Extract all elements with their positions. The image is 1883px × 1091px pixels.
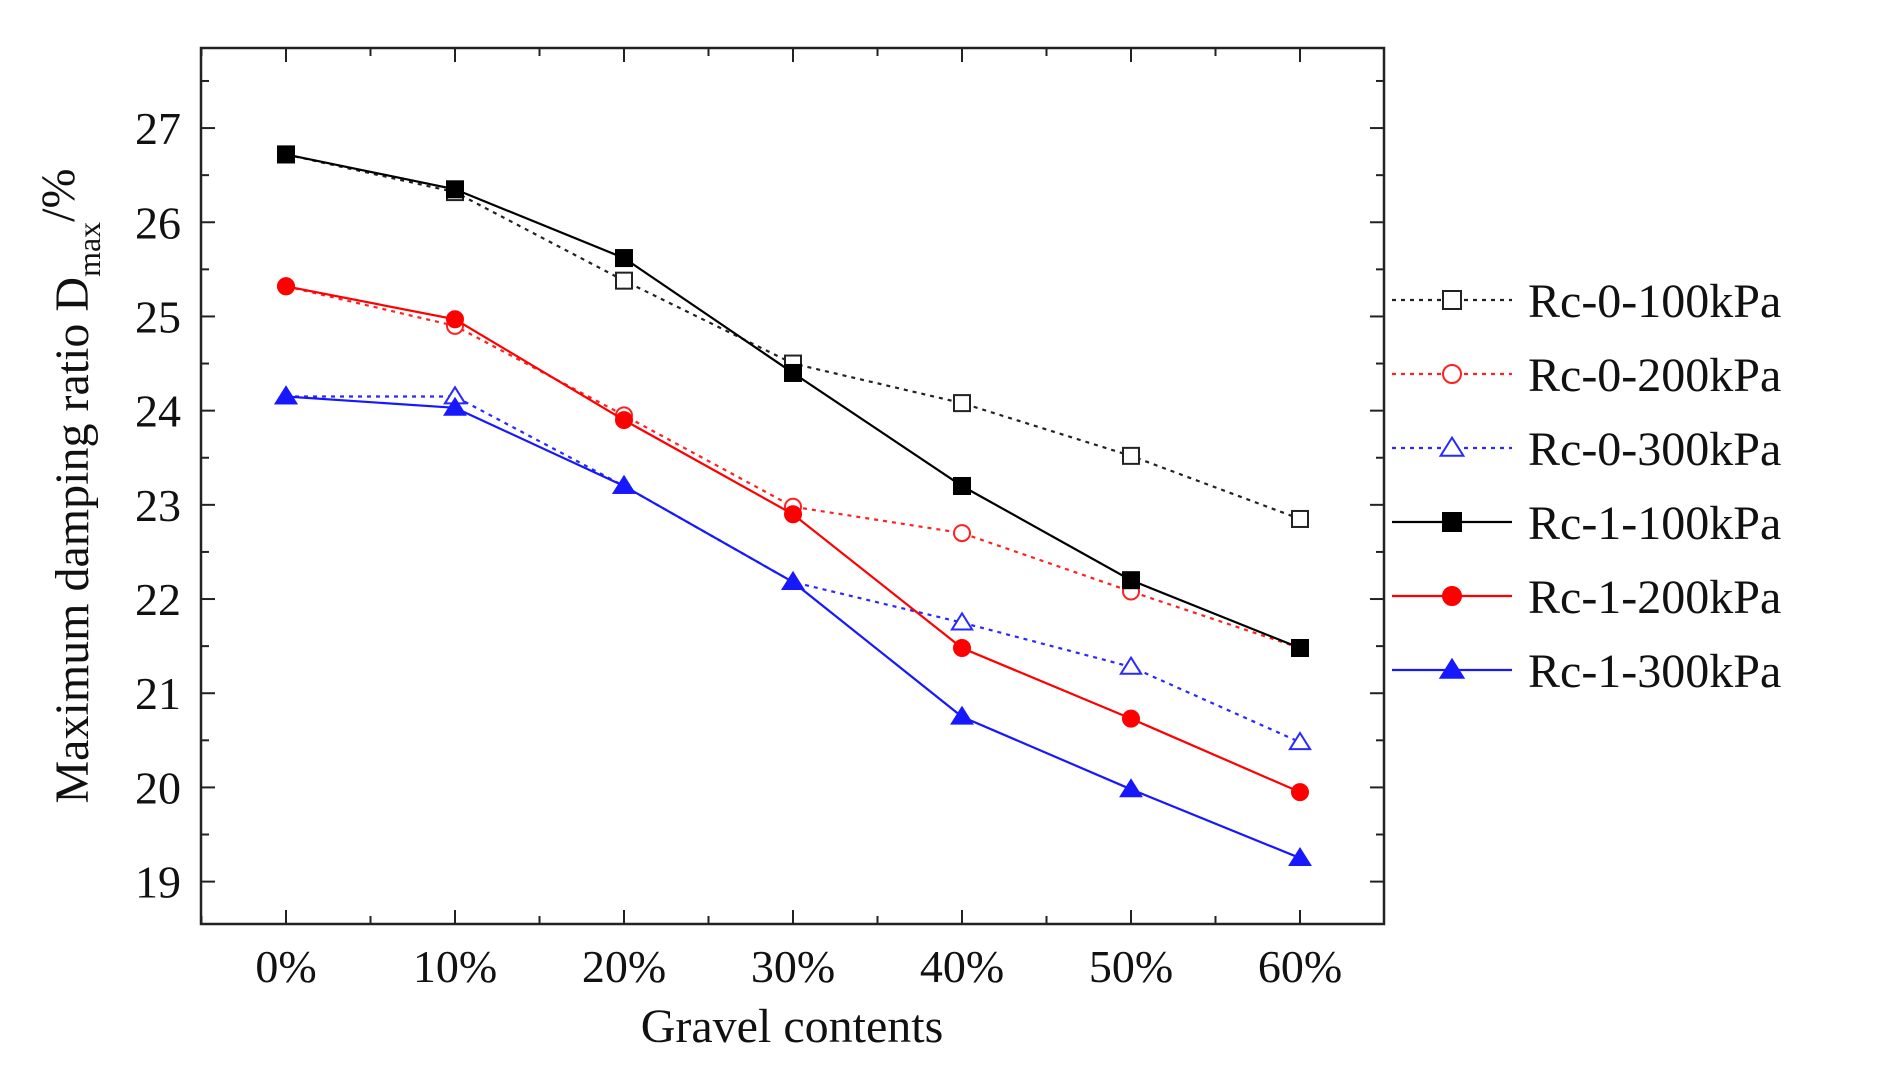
y-tick-label: 27 xyxy=(135,103,181,154)
data-point-Rc-1-100kPa-0% xyxy=(277,145,295,164)
data-point-Rc-1-300kPa-10% xyxy=(443,396,467,416)
series-line xyxy=(285,395,1301,860)
data-point-Rc-1-300kPa-20% xyxy=(612,474,636,494)
data-point-Rc-0-200kPa-40% xyxy=(953,524,971,543)
y-tick-label: 26 xyxy=(135,197,181,248)
series-line xyxy=(285,285,1301,650)
legend-marker xyxy=(1438,435,1466,457)
data-point-Rc-0-100kPa-40% xyxy=(953,394,971,413)
data-point-Rc-1-100kPa-20% xyxy=(615,249,633,268)
legend-label: Rc-1-100kPa xyxy=(1528,497,1781,550)
x-axis-label: Gravel contents xyxy=(641,1000,944,1053)
data-point-Rc-0-300kPa-60% xyxy=(1288,731,1312,751)
series-Rc-0-100kPa xyxy=(277,145,1309,528)
y-tick-label: 22 xyxy=(135,574,181,625)
data-point-Rc-1-200kPa-20% xyxy=(615,411,633,430)
series-Rc-0-300kPa xyxy=(274,385,1312,751)
data-point-Rc-0-300kPa-40% xyxy=(950,611,974,631)
data-point-Rc-1-300kPa-30% xyxy=(781,570,805,590)
data-point-Rc-1-100kPa-50% xyxy=(1122,571,1140,590)
data-point-Rc-1-200kPa-0% xyxy=(277,277,295,296)
series-Rc-1-300kPa xyxy=(274,385,1312,866)
data-point-Rc-1-200kPa-60% xyxy=(1291,783,1309,802)
series-Rc-0-200kPa xyxy=(277,277,1309,658)
series-line xyxy=(285,153,1301,520)
legend-item: Rc-0-100kPa xyxy=(1392,275,1781,328)
x-tick-label: 20% xyxy=(582,941,666,992)
legend-marker xyxy=(1442,290,1462,310)
x-tick-label: 0% xyxy=(255,941,316,992)
x-tick-label: 50% xyxy=(1089,941,1173,992)
y-tick-label: 24 xyxy=(135,386,181,437)
data-point-Rc-0-300kPa-50% xyxy=(1119,655,1143,675)
legend-marker xyxy=(1438,657,1466,679)
y-axis-label-subscript: max xyxy=(71,222,107,277)
legend-label: Rc-1-200kPa xyxy=(1528,571,1781,624)
legend-label: Rc-0-200kPa xyxy=(1528,349,1781,402)
y-axis-label-suffix: /% xyxy=(32,168,85,221)
x-tick-label: 30% xyxy=(751,941,835,992)
y-axis-label: Maximum damping ratio Dmax/% xyxy=(32,168,107,803)
legend-item: Rc-1-300kPa xyxy=(1392,645,1781,698)
data-point-Rc-0-100kPa-50% xyxy=(1122,446,1140,465)
y-tick-label: 21 xyxy=(135,668,181,719)
legend-item: Rc-1-200kPa xyxy=(1392,571,1781,624)
data-point-Rc-1-200kPa-30% xyxy=(784,505,802,524)
data-point-Rc-1-300kPa-40% xyxy=(950,705,974,725)
legend-marker xyxy=(1442,586,1462,606)
data-point-Rc-0-100kPa-60% xyxy=(1291,509,1309,528)
data-point-Rc-1-300kPa-60% xyxy=(1288,846,1312,866)
data-point-Rc-1-200kPa-50% xyxy=(1122,709,1140,728)
legend: Rc-0-100kPa Rc-0-200kPa Rc-0-300kPa Rc-1-10… xyxy=(1392,275,1781,698)
legend-item: Rc-1-100kPa xyxy=(1392,497,1781,550)
series-layer xyxy=(274,145,1312,866)
data-point-Rc-1-200kPa-40% xyxy=(953,639,971,658)
y-tick-labels: 19 20 21 22 23 24 25 26 27 xyxy=(135,103,181,908)
data-point-Rc-1-100kPa-10% xyxy=(446,180,464,199)
y-axis-label-prefix: Maximum damping ratio D xyxy=(46,277,99,804)
data-point-Rc-1-100kPa-40% xyxy=(953,477,971,495)
legend-label: Rc-1-300kPa xyxy=(1528,645,1781,698)
legend-marker xyxy=(1442,512,1462,532)
x-tick-label: 60% xyxy=(1258,941,1342,992)
y-tick-label: 19 xyxy=(135,857,181,908)
legend-marker xyxy=(1442,364,1462,384)
x-tick-labels: 0% 10% 20% 30% 40% 50% 60% xyxy=(255,941,1342,992)
y-tick-label: 20 xyxy=(135,762,181,813)
x-tick-label: 10% xyxy=(413,941,497,992)
y-tick-label: 25 xyxy=(135,291,181,342)
data-point-Rc-1-300kPa-50% xyxy=(1119,778,1143,798)
y-tick-label: 23 xyxy=(135,480,181,531)
data-point-Rc-1-100kPa-30% xyxy=(784,363,802,382)
legend-item: Rc-0-300kPa xyxy=(1392,423,1781,476)
x-tick-label: 40% xyxy=(920,941,1004,992)
legend-label: Rc-0-100kPa xyxy=(1528,275,1781,328)
plot-frame xyxy=(199,46,1386,926)
series-Rc-1-200kPa xyxy=(277,277,1309,802)
legend-label: Rc-0-300kPa xyxy=(1528,423,1781,476)
data-point-Rc-0-100kPa-20% xyxy=(615,271,633,290)
data-point-Rc-1-200kPa-10% xyxy=(446,310,464,329)
data-point-Rc-1-300kPa-0% xyxy=(274,385,298,405)
series-line xyxy=(286,395,1301,744)
series-Rc-1-100kPa xyxy=(277,145,1309,658)
axis-ticks xyxy=(200,48,1384,924)
legend-item: Rc-0-200kPa xyxy=(1392,349,1781,402)
data-point-Rc-1-100kPa-60% xyxy=(1291,639,1309,658)
